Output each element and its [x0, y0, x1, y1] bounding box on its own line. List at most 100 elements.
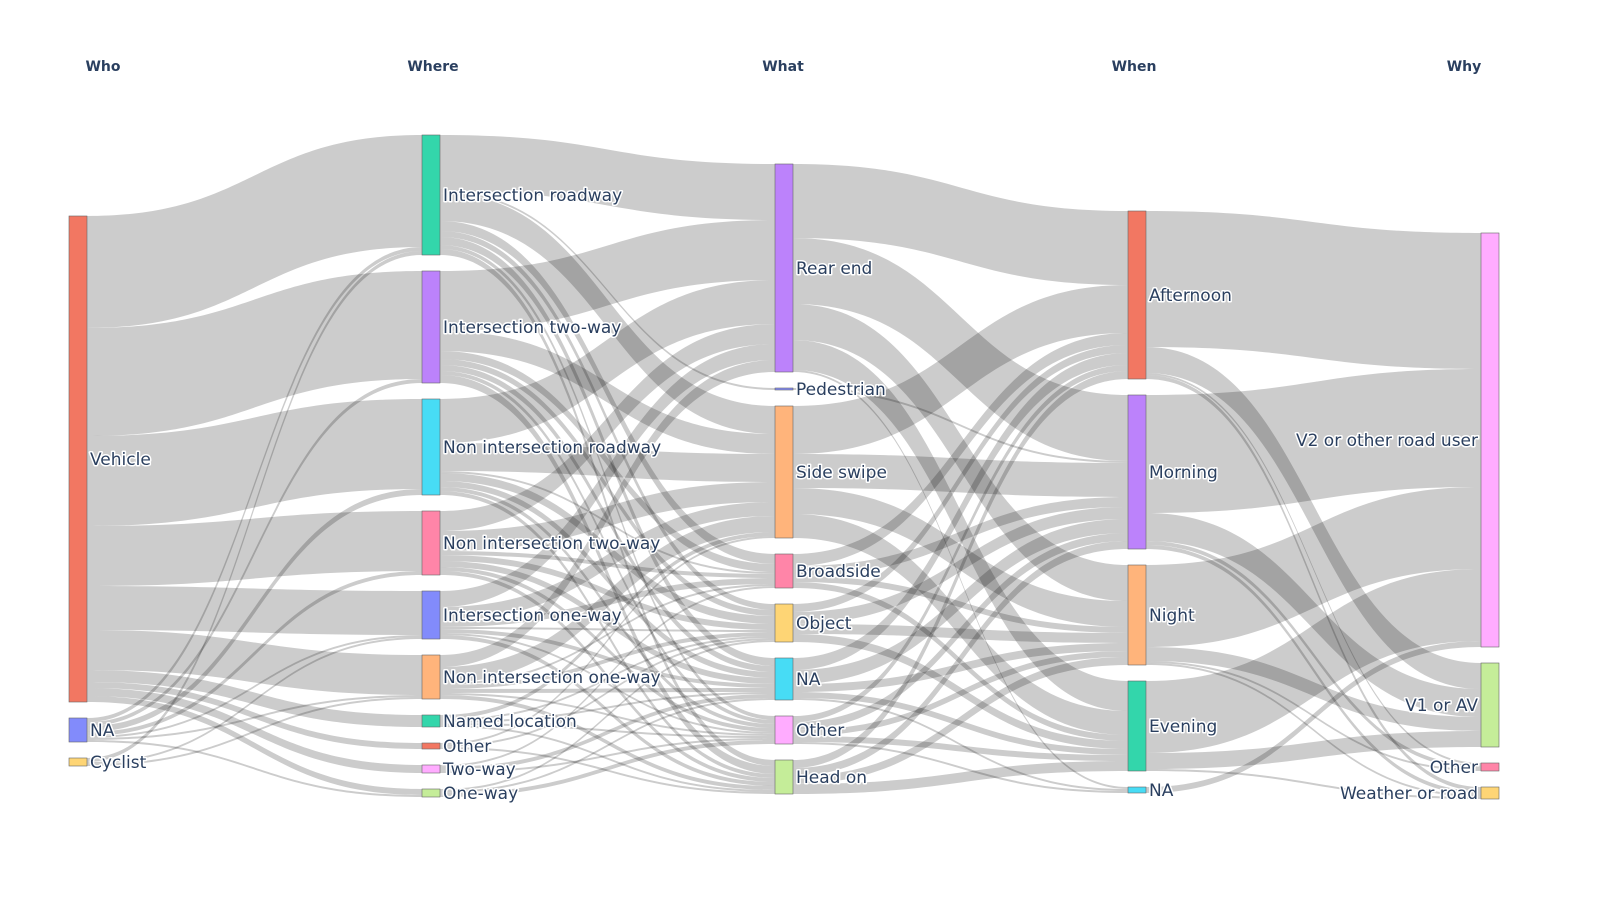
link-wt_oth-to-wn_mor[interactable] [793, 533, 1128, 730]
link-wt_bs-to-wn_night[interactable] [793, 576, 1128, 633]
link-wh_no-to-wt_obj[interactable] [440, 632, 775, 689]
link-wh_other-to-wt_ss[interactable] [440, 536, 775, 745]
link-wh_nt-to-wt_ss[interactable] [440, 482, 775, 551]
link-wn_aft-to-wy_v2[interactable] [1146, 211, 1481, 369]
node-wh_twoway[interactable] [421, 764, 441, 774]
link-wh_nt-to-wt_obj[interactable] [440, 555, 775, 630]
link-wh_it-to-wt_re[interactable] [440, 220, 775, 331]
link-who_vehicle-to-wh_ir[interactable] [87, 135, 422, 328]
link-who_vehicle-to-wh_nr[interactable] [87, 399, 422, 526]
node-wn_night[interactable] [1127, 564, 1147, 666]
link-who_vehicle-to-wh_oneway[interactable] [87, 696, 422, 795]
node-wh_io[interactable] [421, 590, 441, 640]
link-wh_io-to-wt_bs[interactable] [440, 578, 775, 627]
link-wt_ss-to-wn_aft[interactable] [793, 285, 1128, 454]
link-wh_named-to-wt_oth[interactable] [440, 723, 775, 738]
link-wt_re-to-wn_night[interactable] [793, 304, 1128, 601]
node-wy_v2[interactable] [1480, 232, 1500, 648]
link-wt_ho-to-wn_night[interactable] [793, 657, 1128, 784]
link-wt_ss-to-wn_night[interactable] [793, 488, 1128, 627]
node-wh_oneway[interactable] [421, 788, 441, 798]
node-wt_ped[interactable] [774, 387, 794, 391]
node-wh_no[interactable] [421, 654, 441, 700]
link-wh_nt-to-wt_bs[interactable] [440, 551, 775, 578]
node-wt_obj[interactable] [774, 603, 794, 643]
link-who_cyclist-to-wh_no[interactable] [87, 697, 422, 766]
link-wh_oneway-to-wt_oth[interactable] [440, 740, 775, 797]
link-wt_ho-to-wn_eve[interactable] [793, 761, 1128, 794]
link-who_na-to-wh_nt[interactable] [87, 571, 422, 736]
link-wt_re-to-wn_eve[interactable] [793, 340, 1128, 711]
link-wn_night-to-wy_other[interactable] [1146, 661, 1481, 771]
link-wh_ir-to-wt_ss[interactable] [440, 193, 775, 434]
link-wn_night-to-wy_v1[interactable] [1146, 647, 1481, 731]
link-wt_oth-to-wn_na[interactable] [793, 742, 1128, 793]
link-wh_it-to-wt_oth[interactable] [440, 371, 775, 724]
link-wt_ss-to-wn_mor[interactable] [793, 454, 1128, 497]
link-wt_re-to-wn_na[interactable] [793, 370, 1128, 789]
link-wt_na-to-wn_mor[interactable] [793, 519, 1128, 684]
link-wh_nt-to-wt_oth[interactable] [440, 567, 775, 732]
link-wh_named-to-wt_ss[interactable] [440, 532, 775, 719]
link-wh_nr-to-wt_oth[interactable] [440, 487, 775, 728]
link-wn_aft-to-wy_v1[interactable] [1146, 347, 1481, 689]
link-wt_ss-to-wn_eve[interactable] [793, 514, 1128, 735]
link-wh_named-to-wt_ho[interactable] [440, 725, 775, 792]
link-who_na-to-wh_no[interactable] [87, 695, 422, 740]
node-wh_nr[interactable] [421, 398, 441, 496]
link-wt_oth-to-wn_night[interactable] [793, 651, 1128, 736]
link-who_vehicle-to-wh_other[interactable] [87, 682, 422, 749]
link-wn_eve-to-wy_weather[interactable] [1146, 769, 1481, 799]
link-who_na-to-wh_io[interactable] [87, 635, 422, 738]
link-wh_it-to-wt_ho[interactable] [440, 375, 775, 774]
node-wh_ir[interactable] [421, 134, 441, 256]
node-wh_named[interactable] [421, 714, 441, 728]
link-wh_no-to-wt_ss[interactable] [440, 516, 775, 683]
link-wn_mor-to-wy_other[interactable] [1146, 541, 1481, 769]
node-who_vehicle[interactable] [68, 215, 88, 703]
node-wh_other[interactable] [421, 742, 441, 750]
link-wt_ho-to-wn_aft[interactable] [793, 371, 1128, 768]
link-wt_na-to-wn_aft[interactable] [793, 353, 1128, 670]
node-wt_ho[interactable] [774, 759, 794, 795]
link-wh_twoway-to-wt_na[interactable] [440, 694, 775, 771]
link-wn_na-to-wy_v2[interactable] [1146, 641, 1481, 793]
link-wh_nt-to-wt_na[interactable] [440, 561, 775, 684]
link-wh_nt-to-wt_ho[interactable] [440, 571, 775, 782]
link-wn_eve-to-wy_v2[interactable] [1146, 569, 1481, 753]
link-wh_io-to-wt_ho[interactable] [440, 635, 775, 786]
link-who_na-to-wh_ir[interactable] [87, 247, 422, 722]
link-wt_bs-to-wn_eve[interactable] [793, 582, 1128, 741]
link-wh_it-to-wt_obj[interactable] [440, 359, 775, 616]
link-wt_re-to-wn_aft[interactable] [793, 164, 1128, 285]
link-who_vehicle-to-wh_twoway[interactable] [87, 688, 422, 773]
link-wt_oth-to-wn_aft[interactable] [793, 365, 1128, 722]
node-wt_oth[interactable] [774, 715, 794, 745]
link-who_vehicle-to-wh_io[interactable] [87, 586, 422, 635]
node-who_na[interactable] [68, 717, 88, 743]
link-wh_no-to-wt_oth[interactable] [440, 693, 775, 736]
link-wn_mor-to-wy_v1[interactable] [1146, 513, 1481, 717]
link-wh_twoway-to-wt_oth[interactable] [440, 738, 775, 773]
link-wh_ir-to-wt_re[interactable] [440, 135, 775, 220]
link-wh_named-to-wt_na[interactable] [440, 692, 775, 723]
link-wh_twoway-to-wt_bs[interactable] [440, 586, 775, 767]
link-wh_named-to-wt_obj[interactable] [440, 636, 775, 721]
link-wt_obj-to-wn_mor[interactable] [793, 507, 1128, 624]
node-wt_re[interactable] [774, 163, 794, 373]
link-wh_ir-to-wt_ho[interactable] [440, 249, 775, 766]
link-who_na-to-wh_nr[interactable] [87, 489, 422, 732]
node-wy_v1[interactable] [1480, 662, 1500, 748]
link-wn_mor-to-wy_weather[interactable] [1146, 545, 1481, 795]
link-wh_oneway-to-wt_na[interactable] [440, 698, 775, 793]
link-who_vehicle-to-wh_named[interactable] [87, 670, 422, 727]
link-wh_io-to-wt_re[interactable] [440, 344, 775, 607]
node-who_cyclist[interactable] [68, 757, 88, 767]
link-wt_obj-to-wn_night[interactable] [793, 624, 1128, 643]
link-wh_no-to-wt_na[interactable] [440, 688, 775, 693]
node-wt_bs[interactable] [774, 553, 794, 589]
link-wh_ir-to-wt_ped[interactable] [440, 191, 775, 390]
link-wn_mor-to-wy_v2[interactable] [1146, 369, 1481, 513]
link-who_vehicle-to-wh_no[interactable] [87, 630, 422, 695]
node-wy_other[interactable] [1480, 762, 1500, 772]
